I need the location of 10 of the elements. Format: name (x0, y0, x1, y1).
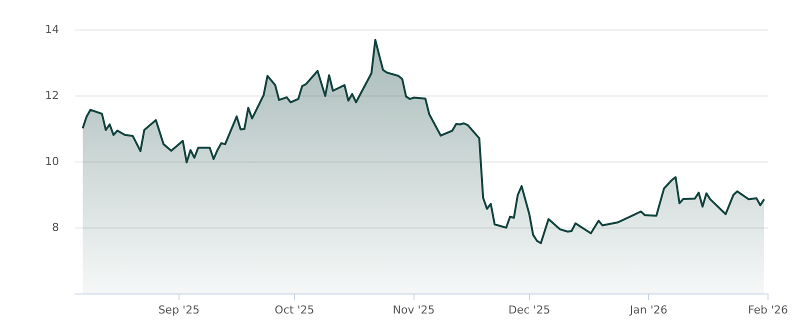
x-tick-label: Jan '26 (628, 303, 668, 316)
x-tick-label: Nov '25 (392, 303, 435, 316)
x-tick-label: Feb '26 (748, 303, 788, 316)
y-tick-label: 14 (45, 22, 59, 36)
y-tick-label: 8 (52, 220, 59, 234)
x-tick-label: Sep '25 (158, 303, 200, 316)
y-tick-label: 12 (45, 88, 59, 102)
y-tick-label: 10 (45, 154, 59, 168)
x-tick-label: Dec '25 (508, 303, 550, 316)
x-tick-label: Oct '25 (274, 303, 314, 316)
